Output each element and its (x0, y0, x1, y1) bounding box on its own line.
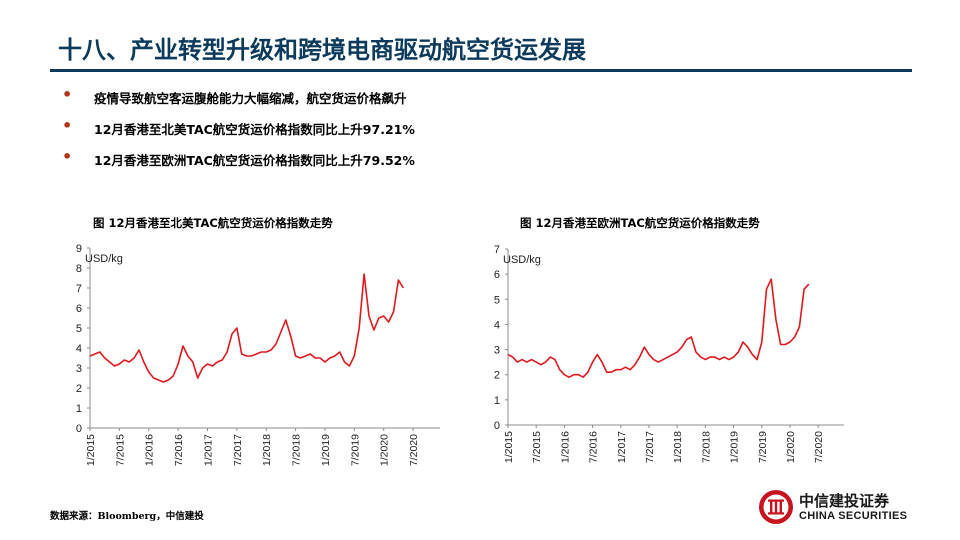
bullet-text: 疫情导致航空客运腹舱能力大幅缩减，航空货运价格飙升 (94, 91, 407, 106)
chart-title-north-america: 图 12月香港至北美TAC航空货运价格指数走势 (93, 216, 333, 230)
bullet-dot-icon: • (62, 147, 73, 166)
bullet-dot-icon: • (62, 116, 73, 135)
x-tick-label: 7/2017 (232, 434, 244, 466)
y-unit-label: USD/kg (503, 254, 541, 266)
x-tick-label: 7/2018 (291, 434, 303, 466)
china-securities-logo-icon (759, 490, 793, 524)
y-tick-label: 7 (76, 283, 82, 295)
y-tick-label: 9 (76, 243, 82, 255)
y-tick-label: 2 (494, 370, 500, 382)
x-tick-label: 1/2018 (261, 434, 273, 466)
bullet-dot-icon: • (62, 85, 73, 104)
x-tick-label: 7/2016 (588, 431, 600, 463)
x-tick-label: 7/2017 (644, 431, 656, 463)
page-title: 十八、产业转型升级和跨境电商驱动航空货运发展 (58, 36, 586, 64)
x-tick-label: 1/2016 (144, 434, 156, 466)
y-tick-label: 0 (76, 423, 82, 435)
series-line (89, 273, 404, 383)
x-tick-label: 7/2018 (700, 431, 712, 463)
y-tick-label: 5 (76, 323, 82, 335)
y-tick-label: 6 (494, 269, 500, 281)
y-tick-label: 1 (76, 403, 82, 415)
x-tick-label: 1/2018 (672, 431, 684, 463)
x-tick-label: 7/2015 (114, 434, 126, 466)
x-tick-label: 1/2017 (616, 431, 628, 463)
y-unit-label: USD/kg (85, 253, 123, 265)
y-tick-label: 1 (494, 395, 500, 407)
y-tick-label: 2 (76, 383, 82, 395)
y-tick-label: 3 (76, 363, 82, 375)
series-line (507, 278, 810, 378)
y-tick-label: 6 (76, 303, 82, 315)
x-tick-label: 7/2019 (349, 434, 361, 466)
x-tick-label: 7/2020 (408, 434, 420, 466)
y-tick-label: 3 (494, 345, 500, 357)
bullet-text: 12月香港至北美TAC航空货运价格指数同比上升97.21% (94, 122, 415, 137)
x-tick-label: 1/2020 (785, 431, 797, 463)
y-tick-label: 7 (494, 244, 500, 256)
y-tick-label: 4 (76, 343, 82, 355)
x-tick-label: 1/2016 (559, 431, 571, 463)
logo-text-cn: 中信建投证券 (799, 492, 890, 510)
title-divider (50, 69, 912, 72)
x-tick-label: 7/2019 (757, 431, 769, 463)
x-tick-label: 1/2019 (320, 434, 332, 466)
company-logo: 中信建投证券 CHINA SECURITIES (757, 488, 917, 528)
y-tick-label: 4 (494, 319, 500, 331)
x-tick-label: 7/2016 (173, 434, 185, 466)
chart-title-europe: 图 12月香港至欧洲TAC航空货运价格指数走势 (520, 216, 760, 230)
data-source: 数据来源：Bloomberg，中信建投 (50, 511, 204, 522)
x-tick-label: 7/2020 (813, 431, 825, 463)
y-tick-label: 8 (76, 263, 82, 275)
x-tick-label: 1/2015 (85, 434, 97, 466)
x-tick-label: 1/2019 (729, 431, 741, 463)
bullet-text: 12月香港至欧洲TAC航空货运价格指数同比上升79.52% (94, 153, 415, 168)
x-tick-label: 7/2015 (531, 431, 543, 463)
logo-text-en: CHINA SECURITIES (799, 510, 908, 522)
y-tick-label: 5 (494, 294, 500, 306)
x-tick-label: 1/2015 (503, 431, 515, 463)
x-tick-label: 1/2017 (202, 434, 214, 466)
y-tick-label: 0 (494, 420, 500, 432)
x-tick-label: 1/2020 (379, 434, 391, 466)
